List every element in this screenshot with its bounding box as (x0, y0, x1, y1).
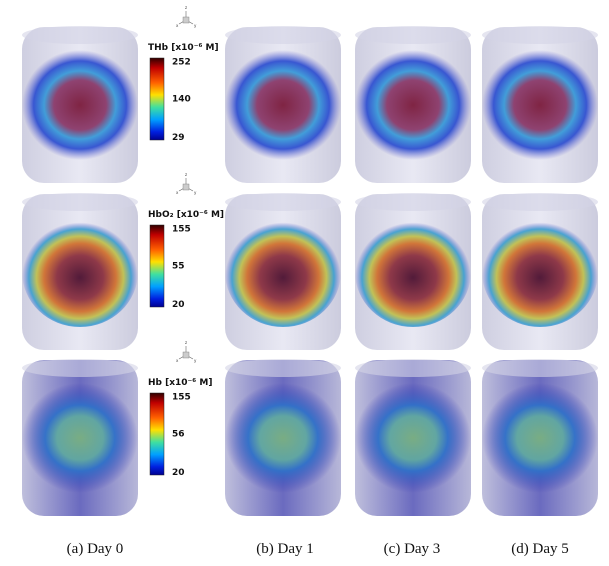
cylinder-top (482, 359, 598, 377)
caption: (d) Day 5 (511, 541, 568, 557)
caption: (a) Day 0 (67, 541, 124, 557)
colorbar-title: Hb [x10⁻⁶ M] (148, 378, 212, 388)
volume-render (225, 193, 341, 350)
cylinder-top (225, 26, 341, 44)
inclusion (225, 383, 341, 493)
colorbar-tick-label: 20 (172, 468, 185, 478)
axis-triad: z x y (176, 340, 197, 363)
axis-label: x (176, 190, 179, 195)
axis-label: x (176, 358, 179, 363)
cylinder-top (355, 26, 471, 44)
inclusion (482, 217, 598, 327)
colorbar (149, 392, 165, 476)
volume-render (482, 26, 598, 183)
colorbar-tick-label: 20 (172, 300, 185, 310)
cylinder-top (482, 193, 598, 211)
volume-render (355, 26, 471, 183)
inclusion (482, 50, 598, 160)
colorbar-tick-label: 140 (172, 95, 191, 105)
volume-render (355, 359, 471, 516)
colorbar-tick-label: 55 (172, 262, 185, 272)
inclusion (22, 50, 138, 160)
inclusion (355, 50, 471, 160)
cylinder-top (22, 359, 138, 377)
cylinder-top (22, 26, 138, 44)
axis-label: z (185, 340, 187, 345)
axis-label: y (194, 23, 197, 28)
cylinder-top (225, 193, 341, 211)
inclusion (22, 383, 138, 493)
volume-render (22, 193, 138, 350)
inclusion (225, 217, 341, 327)
colorbar-tick-label: 252 (172, 58, 191, 68)
cylinder-top (482, 26, 598, 44)
volume-render (225, 359, 341, 516)
colorbar-title: HbO₂ [x10⁻⁶ M] (148, 210, 224, 220)
colorbar-tick-label: 56 (172, 430, 185, 440)
inclusion (355, 383, 471, 493)
colorbar (149, 224, 165, 308)
axis-label: x (176, 23, 179, 28)
volume-render (22, 26, 138, 183)
cylinder-top (22, 193, 138, 211)
volume-render (225, 26, 341, 183)
inclusion (482, 383, 598, 493)
volume-render (355, 193, 471, 350)
colorbar-tick-label: 155 (172, 225, 191, 235)
caption: (c) Day 3 (384, 541, 441, 557)
cylinder-top (355, 193, 471, 211)
colorbar-tick-label: 155 (172, 393, 191, 403)
axis-label: z (185, 5, 187, 10)
colorbar (149, 57, 165, 141)
axis-triad: z x y (176, 172, 197, 195)
axis-label: y (194, 190, 197, 195)
colorbar-tick-label: 29 (172, 133, 185, 143)
volume-render (482, 359, 598, 516)
inclusion (225, 50, 341, 160)
inclusion (22, 217, 138, 327)
cylinder-top (225, 359, 341, 377)
colorbar-title: THb [x10⁻⁶ M] (148, 43, 219, 53)
axis-label: z (185, 172, 187, 177)
volume-render (22, 359, 138, 516)
axis-triad: z x y (176, 5, 197, 28)
cylinder-top (355, 359, 471, 377)
axis-cube (182, 183, 190, 191)
axis-label: y (194, 358, 197, 363)
axis-cube (182, 16, 190, 24)
inclusion (355, 217, 471, 327)
volume-render (482, 193, 598, 350)
caption: (b) Day 1 (256, 541, 313, 557)
axis-cube (182, 351, 190, 359)
